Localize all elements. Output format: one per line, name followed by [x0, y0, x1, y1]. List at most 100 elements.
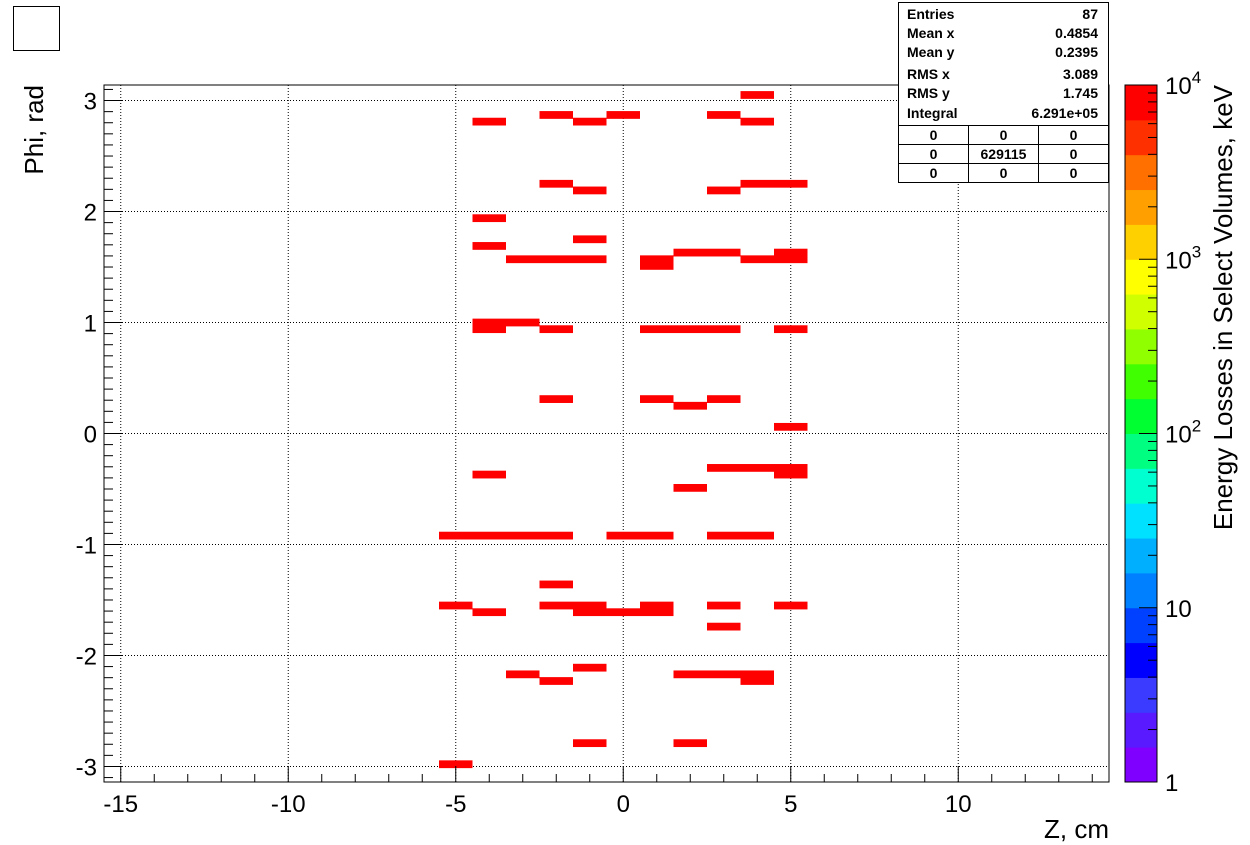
heatmap-bin: [439, 601, 473, 610]
heatmap-bin: [506, 255, 540, 264]
heatmap-bin: [573, 186, 607, 195]
heatmap-bin: [439, 531, 473, 540]
y-tick-label: 0: [84, 422, 97, 449]
heatmap-bin: [707, 464, 741, 472]
stats-grid-cell: 0: [899, 145, 969, 163]
heatmap-bin: [707, 622, 741, 631]
stats-grid-row: 0 629115 0: [899, 145, 1108, 164]
heatmap-bin: [707, 531, 741, 540]
palette-band: [1125, 398, 1157, 434]
heatmap-bin: [707, 248, 741, 257]
stats-row-entries: Entries 87: [899, 5, 1108, 24]
heatmap-bin: [740, 531, 774, 540]
heatmap-bin: [673, 739, 707, 748]
y-tick-label: 3: [84, 89, 97, 116]
heatmap-bin: [707, 111, 741, 119]
heatmap-bin: [740, 255, 774, 264]
heatmap-bin: [707, 670, 741, 679]
bins-layer: [439, 91, 808, 769]
heatmap-bin: [573, 601, 607, 610]
heatmap-bin: [539, 677, 573, 685]
heatmap-bin: [740, 670, 774, 679]
stats-box: Entries 87 Mean x 0.4854 Mean y 0.2395 R…: [898, 2, 1109, 183]
stats-value: 3.089: [1062, 66, 1098, 82]
heatmap-bin: [740, 179, 774, 188]
heatmap-bin: [640, 395, 674, 403]
stats-grid-cell: 0: [899, 164, 969, 183]
x-axis-label: Z, cm: [1044, 814, 1109, 844]
stats-label: Mean y: [907, 44, 955, 60]
stats-grid-row: 0 0 0: [899, 126, 1108, 145]
heatmap-bin: [472, 470, 506, 479]
heatmap-bin: [640, 325, 674, 334]
heatmap-bin: [673, 248, 707, 257]
stats-grid-cell: 0: [969, 164, 1039, 183]
x-tick-label: -10: [271, 791, 306, 818]
stats-row-mean-y: Mean y 0.2395: [899, 43, 1108, 62]
stats-value: 1.745: [1062, 85, 1098, 101]
heatmap-bin: [774, 325, 808, 334]
stats-grid-cell: 0: [1069, 127, 1078, 143]
heatmap-bin: [707, 186, 741, 195]
stats-row-mean-x: Mean x 0.4854: [899, 24, 1108, 43]
heatmap-bin: [539, 255, 573, 264]
stats-row-integral: Integral 6.291e+05: [899, 104, 1108, 123]
heatmap-bin: [673, 401, 707, 410]
heatmap-bin: [606, 111, 640, 119]
palette-band: [1125, 677, 1157, 713]
stats-grid-cell: 0: [969, 126, 1039, 144]
heatmap-bin: [606, 608, 640, 617]
heatmap-bin: [472, 318, 506, 327]
z-tick-label: 10: [1165, 596, 1192, 623]
palette-band: [1125, 572, 1157, 609]
title-box: [13, 6, 60, 51]
heatmap-bin: [640, 601, 674, 610]
y-tick-label: 2: [84, 200, 97, 227]
y-tick-label: -1: [76, 532, 97, 559]
heatmap-bin: [673, 325, 707, 334]
stats-value: 0.4854: [1055, 25, 1098, 41]
heatmap-bin: [472, 242, 506, 250]
x-tick-label: 0: [617, 791, 630, 818]
heatmap-bin: [539, 531, 573, 540]
heatmap-bin: [573, 235, 607, 244]
heatmap-bin: [740, 91, 774, 99]
heatmap-bin: [506, 531, 540, 540]
heatmap-bin: [606, 531, 640, 540]
x-tick-label: -15: [103, 791, 138, 818]
heatmap-bin: [740, 117, 774, 126]
x-tick-label: -5: [445, 791, 466, 818]
heatmap-bin: [539, 601, 573, 610]
stats-grid-cell: 629115: [969, 145, 1039, 163]
x-tick-label: 5: [784, 791, 797, 818]
z-tick-label: 1: [1165, 770, 1178, 797]
y-axis-label: Phi, rad: [19, 85, 49, 175]
palette-band: [1125, 328, 1157, 365]
heatmap-bin: [472, 325, 506, 334]
heatmap-bin: [673, 670, 707, 679]
palette-band: [1125, 433, 1157, 469]
stats-value: 0.2395: [1055, 44, 1098, 60]
heatmap-bin: [573, 255, 607, 264]
stats-row-rms-y: RMS y 1.745: [899, 84, 1108, 103]
heatmap-bin: [774, 255, 808, 264]
heatmap-bin: [472, 608, 506, 617]
heatmap-bin: [707, 325, 741, 334]
y-tick-label: 1: [84, 311, 97, 338]
stats-label: Entries: [907, 6, 955, 22]
heatmap-bin: [774, 179, 808, 188]
palette-band: [1125, 503, 1157, 539]
z-tick-label: 104: [1165, 68, 1201, 100]
stats-overflow-grid: 0 0 0 0 629115 0 0 0 0: [899, 125, 1108, 183]
palette-band: [1125, 747, 1157, 783]
heatmap-bin: [640, 531, 674, 540]
heatmap-bin: [506, 670, 540, 679]
stats-grid-cell: 0: [1069, 165, 1078, 181]
heatmap-bin: [539, 325, 573, 334]
stats-label: Integral: [907, 105, 958, 121]
heatmap-bin: [573, 663, 607, 672]
y-tick-label: -3: [76, 754, 97, 781]
stats-grid-cell: 0: [899, 126, 969, 144]
